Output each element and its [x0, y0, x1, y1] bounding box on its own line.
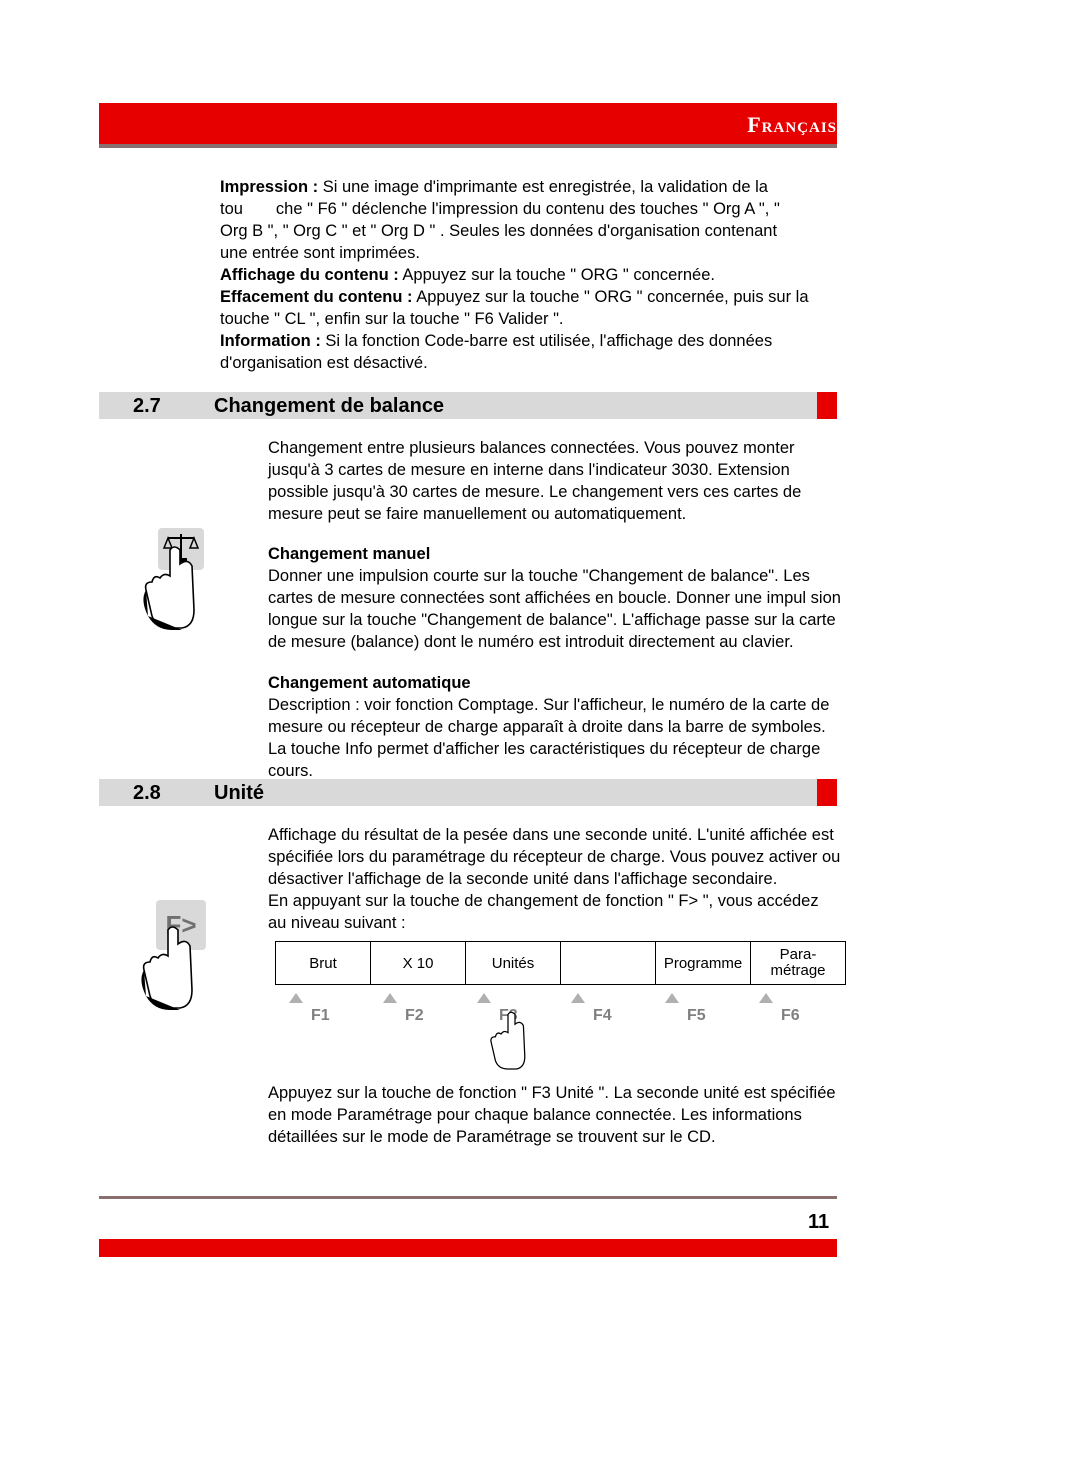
- footer-bar: [99, 1239, 837, 1257]
- s28-outro-text: Appuyez sur la touche de fonction " F3 U…: [268, 1082, 843, 1148]
- s27-intro-text: Changement entre plusieurs balances conn…: [268, 437, 841, 525]
- fk-cell-f3: Unités: [466, 942, 561, 985]
- fk-cell-f2: X 10: [371, 942, 466, 985]
- document-page: Français Impression : Si une image d'imp…: [0, 0, 1080, 1468]
- section-2-7-strip: [99, 392, 817, 419]
- f4-label: F4: [593, 1007, 612, 1025]
- f1-label: F1: [311, 1007, 330, 1025]
- fk-cell-f4: [561, 942, 656, 985]
- fk-cell-f1: Brut: [276, 942, 371, 985]
- effacement-paragraph: Effacement du contenu : Appuyez sur la t…: [220, 286, 820, 330]
- triangle-icon: [289, 993, 303, 1003]
- function-key-table: Brut X 10 Unités Programme Para- métrage: [275, 941, 846, 985]
- section-2-8-red-block: [817, 779, 837, 806]
- section-2-7-title: Changement de balance: [214, 395, 444, 418]
- hand-press-icon: [130, 538, 210, 638]
- auto-change-text: Description : voir fonction Comptage. Su…: [268, 694, 843, 782]
- effacement-label: Effacement du contenu :: [220, 288, 413, 306]
- impression-paragraph: Impression : Si une image d'imprimante e…: [220, 176, 803, 264]
- triangle-icon: [383, 993, 397, 1003]
- s28-intro-text: Affichage du résultat de la pesée dans u…: [268, 824, 841, 934]
- hand-press-icon: [480, 1006, 536, 1076]
- hand-press-icon: [128, 918, 208, 1018]
- footer-divider: [99, 1196, 837, 1199]
- section-2-7-number: 2.7: [133, 395, 161, 418]
- fk-cell-f6: Para- métrage: [751, 942, 846, 985]
- manual-change-title: Changement manuel: [268, 543, 430, 565]
- language-label: Français: [747, 112, 837, 138]
- section-2-8-title: Unité: [214, 782, 264, 805]
- affichage-text: Appuyez sur la touche " ORG " concernée.: [399, 266, 715, 284]
- header-divider: [99, 144, 837, 148]
- auto-change-title: Changement automatique: [268, 672, 471, 694]
- fk-cell-f5: Programme: [656, 942, 751, 985]
- section-2-8-strip: [99, 779, 817, 806]
- affichage-label: Affichage du contenu :: [220, 266, 399, 284]
- f2-label: F2: [405, 1007, 424, 1025]
- manual-change-text: Donner une impulsion courte sur la touch…: [268, 565, 843, 653]
- triangle-icon: [665, 993, 679, 1003]
- f5-label: F5: [687, 1007, 706, 1025]
- header-bar: [99, 103, 837, 144]
- information-paragraph: Information : Si la fonction Code-barre …: [220, 330, 820, 374]
- information-label: Information :: [220, 332, 321, 350]
- affichage-paragraph: Affichage du contenu : Appuyez sur la to…: [220, 264, 810, 286]
- section-2-7-red-block: [817, 392, 837, 419]
- section-2-8-number: 2.8: [133, 782, 161, 805]
- page-number: 11: [808, 1211, 829, 1234]
- triangle-icon: [571, 993, 585, 1003]
- triangle-icon: [759, 993, 773, 1003]
- triangle-icon: [477, 993, 491, 1003]
- impression-label: Impression :: [220, 178, 318, 196]
- f6-label: F6: [781, 1007, 800, 1025]
